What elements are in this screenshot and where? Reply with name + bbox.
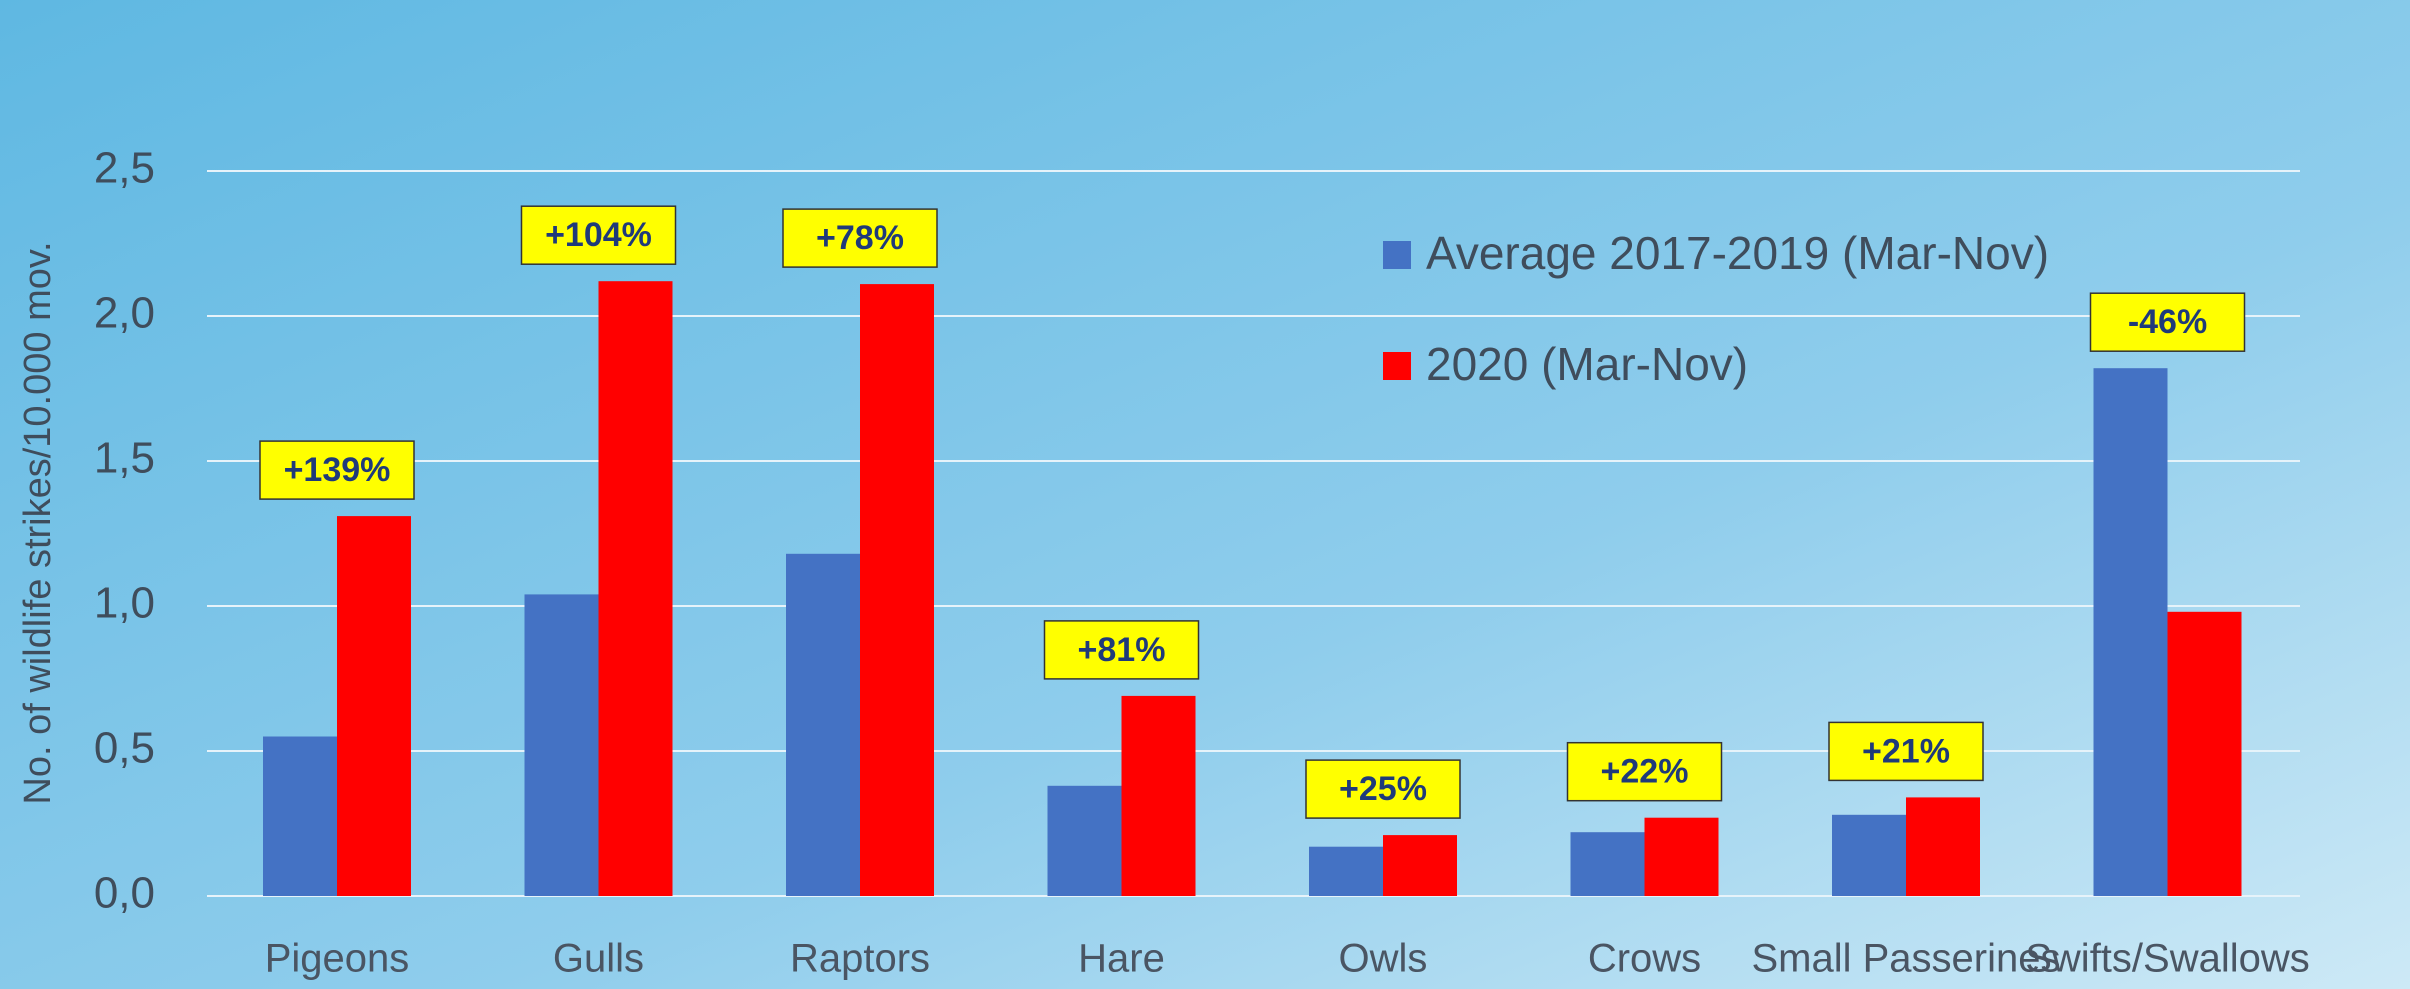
bar [1309, 847, 1383, 896]
y-tick-label: 1,0 [94, 579, 155, 628]
y-tick-label: 0,5 [94, 724, 155, 773]
y-tick-label: 2,5 [94, 144, 155, 193]
x-tick-label: Gulls [553, 937, 644, 981]
legend-label: 2020 (Mar-Nov) [1426, 338, 1748, 390]
x-tick-label: Raptors [790, 937, 930, 981]
bar [2094, 368, 2168, 896]
annotation: +21% [1862, 732, 1950, 770]
annotation: +81% [1078, 631, 1166, 669]
x-tick-label: Crows [1588, 937, 1701, 981]
bar [1645, 818, 1719, 896]
bar [2168, 612, 2242, 896]
annotation: -46% [2128, 303, 2207, 341]
bar [1383, 835, 1457, 896]
x-tick-label: Small Passerines [1751, 937, 2060, 981]
bar [263, 737, 337, 897]
x-tick-label: Pigeons [265, 937, 410, 981]
bar [525, 594, 599, 896]
annotation: +104% [545, 216, 652, 254]
bar [1048, 786, 1122, 896]
bar [1122, 696, 1196, 896]
legend-swatch [1383, 352, 1411, 380]
chart: No. of wildlife strikes/10.000 mov. 0,0 0… [0, 0, 2410, 989]
y-tick-label: 0,0 [94, 869, 155, 918]
bar [599, 281, 673, 896]
legend-label: Average 2017-2019 (Mar-Nov) [1426, 227, 2049, 279]
annotation: +139% [284, 451, 391, 489]
bar [337, 516, 411, 896]
x-tick-label: Owls [1339, 937, 1428, 981]
bar [860, 284, 934, 896]
bar [1571, 832, 1645, 896]
annotation: +78% [816, 219, 904, 257]
y-axis-title: No. of wildlife strikes/10.000 mov. [17, 241, 59, 804]
legend-swatch [1383, 241, 1411, 269]
annotation: +25% [1339, 770, 1427, 808]
bar [786, 554, 860, 896]
annotation: +22% [1601, 753, 1689, 791]
page: No. of wildlife strikes/10.000 mov. 0,0 0… [0, 0, 2410, 989]
y-tick-label: 2,0 [94, 289, 155, 338]
bar [1906, 797, 1980, 896]
bar [1832, 815, 1906, 896]
x-tick-label: Hare [1078, 937, 1165, 981]
x-tick-label: Swifts/Swallows [2025, 937, 2310, 981]
y-tick-label: 1,5 [94, 434, 155, 483]
